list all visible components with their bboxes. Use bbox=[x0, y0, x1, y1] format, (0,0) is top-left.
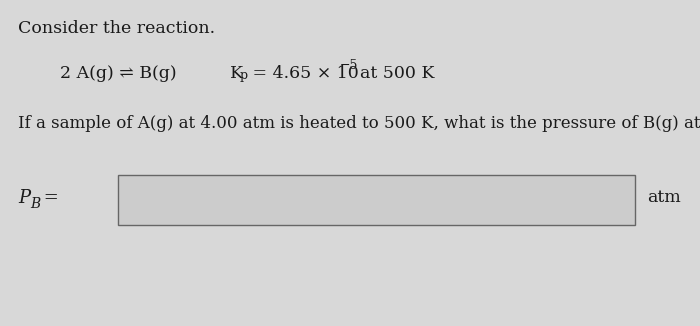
Text: 2 A(g) ⇌ B(g): 2 A(g) ⇌ B(g) bbox=[60, 65, 176, 82]
Text: K: K bbox=[230, 65, 243, 82]
Bar bbox=[118, 175, 635, 225]
Text: P: P bbox=[18, 189, 30, 207]
Text: p: p bbox=[240, 69, 248, 82]
Text: Consider the reaction.: Consider the reaction. bbox=[18, 20, 215, 37]
Text: at 500 K: at 500 K bbox=[349, 65, 435, 82]
Text: B: B bbox=[30, 197, 41, 211]
Text: If a sample of A(g) at 4.00 atm is heated to 500 K, what is the pressure of B(g): If a sample of A(g) at 4.00 atm is heate… bbox=[18, 115, 700, 132]
Text: =: = bbox=[38, 189, 59, 207]
Text: atm: atm bbox=[647, 189, 680, 206]
Text: = 4.65 × 10: = 4.65 × 10 bbox=[247, 65, 358, 82]
Text: −5: −5 bbox=[340, 59, 358, 72]
